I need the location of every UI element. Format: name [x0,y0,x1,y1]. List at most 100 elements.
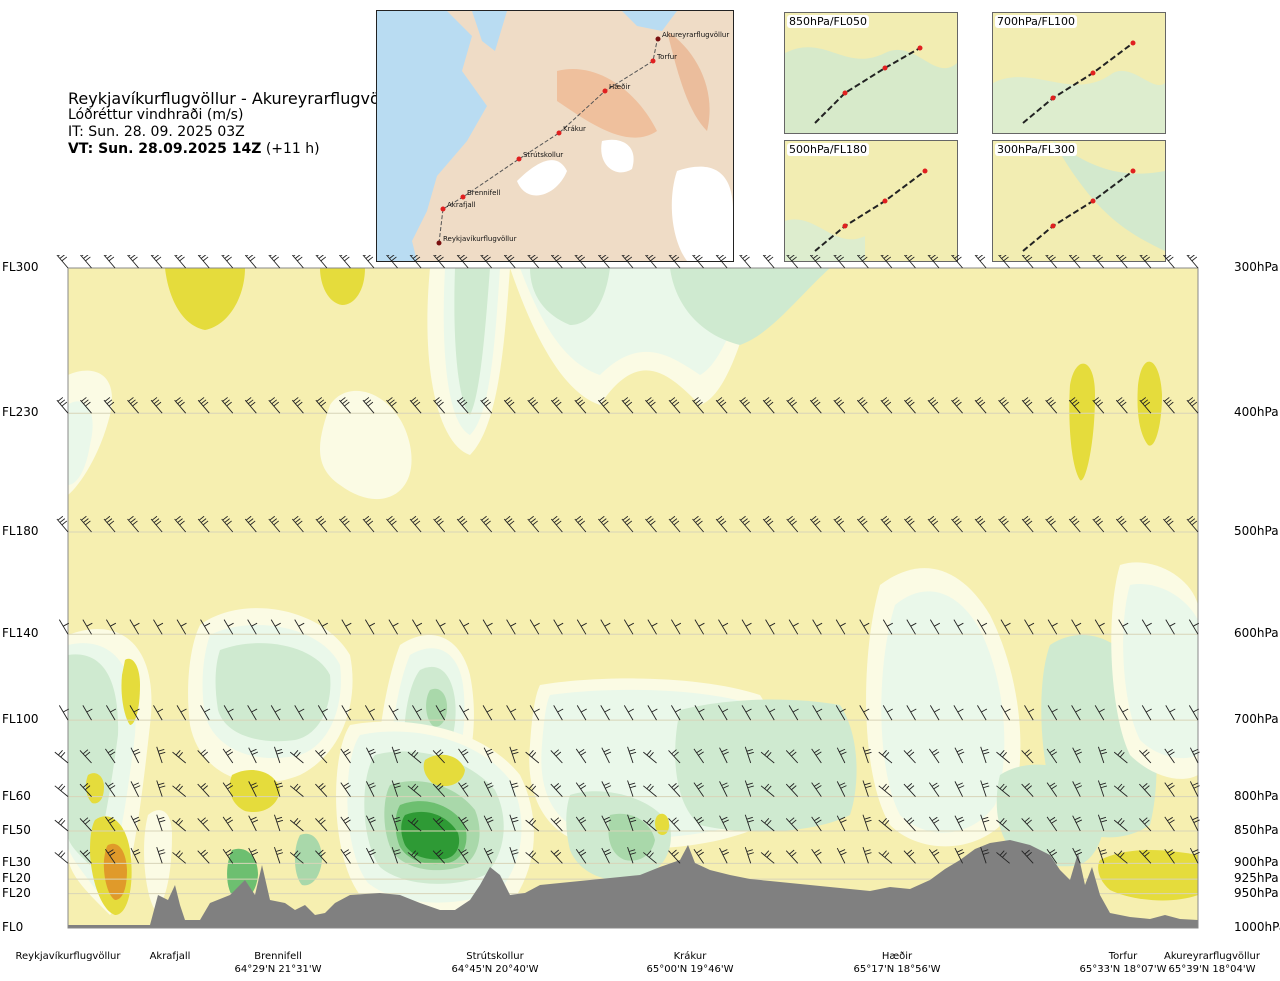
waypoint-name: Akureyrarflugvöllur [1163,951,1260,962]
wind-barb [150,397,163,414]
wind-barb [833,515,846,533]
wind-barb [315,783,328,797]
wind-barb [386,397,398,414]
wind-barb [836,815,847,832]
wind-barb [106,705,117,721]
wind-barb [527,515,540,533]
map-waypoint-label: Akrafjall [447,201,476,209]
wind-barb [929,705,941,721]
wind-barb [1118,619,1129,635]
wind-barb [289,850,304,864]
wind-barb [80,515,92,533]
wind-barb [998,397,1011,414]
wind-barb [744,846,754,864]
wind-barb [527,397,540,414]
contour-down [215,643,331,742]
wind-barb [1189,847,1200,864]
wind-barb [483,847,494,864]
contour-strong-up [423,754,465,787]
wind-barb [741,619,752,635]
map-waypoint-marker [602,88,608,94]
wind-barb [315,255,328,269]
wind-barb [1092,255,1105,269]
wind-barb [129,619,140,635]
wind-barb [1139,849,1152,864]
wind-barb [601,747,612,764]
wind-barb [785,749,799,764]
wind-barb [248,747,259,764]
wind-barb [248,847,259,864]
wind-barb [364,705,376,721]
wind-barb [503,397,516,414]
wind-barb [862,746,872,764]
wind-barb [456,397,469,414]
wind-barb [80,397,92,414]
wind-barb [1000,619,1011,635]
wind-barb [412,619,423,635]
wind-barb [878,750,893,764]
wind-barb [176,705,187,721]
wind-barb [105,748,116,764]
wind-barb [247,705,258,721]
wind-barb [904,515,916,533]
wind-barb [788,705,799,721]
wind-barb [156,814,166,832]
wind-barb [200,705,211,721]
wind-barb [718,705,729,721]
valid-time-offset: (+11 h) [261,141,320,157]
wind-barb [340,816,351,832]
wind-barb [127,397,139,414]
wind-barb [341,619,352,635]
contour-down [675,699,857,832]
wind-barb [878,818,893,832]
contour-near-zero [320,390,412,500]
wind-barb [744,814,754,832]
wind-barb [509,746,519,764]
wind-barb [856,397,869,414]
map-waypoint-label: Reykjavíkurflugvöllur [443,235,517,243]
wind-barb [130,815,141,832]
wind-barb [1094,705,1105,721]
wind-barb [315,817,328,832]
map-waypoint-label: Strútskollur [523,151,563,159]
wind-barb [550,783,563,797]
wind-barb [928,748,940,764]
wind-barb [974,255,987,269]
wind-barb [274,814,284,832]
contour-strong-up [1098,850,1198,901]
wind-barb [1097,746,1108,764]
wind-barb [268,255,281,269]
wind-barb [105,848,116,864]
wind-barb [315,397,328,414]
wind-barb [1139,749,1152,764]
wind-barb [575,848,587,864]
wind-barb [809,515,822,533]
wind-barb [953,619,964,635]
wind-barb [365,747,376,764]
wind-barb [223,705,234,721]
wind-barb [836,847,847,864]
wind-barb [645,255,657,269]
wind-barb [105,816,116,832]
wind-barb [739,397,752,414]
wind-barb [1046,848,1058,864]
wind-barb [1024,705,1035,721]
wind-barb [54,783,69,798]
wind-barb [600,619,611,635]
wind-barb [156,746,166,764]
wind-barb [54,818,69,832]
contour-strong-up [1069,363,1095,481]
wind-barb [317,705,328,721]
wind-barb [785,849,799,864]
waypoint-coord: 64°45'N 20°40'W [451,964,539,975]
waypoint-name: Brennifell [254,951,302,962]
wind-barb [79,849,92,864]
wind-barb [719,781,729,797]
hpa-tick-label: 500hPa [1234,524,1279,538]
contour-strong-up [121,658,140,725]
wind-barb [176,619,187,635]
wind-barb [1113,783,1128,798]
wind-barb [54,750,69,764]
fl-tick-label: FL300 [2,260,39,274]
wind-barb [762,515,775,533]
